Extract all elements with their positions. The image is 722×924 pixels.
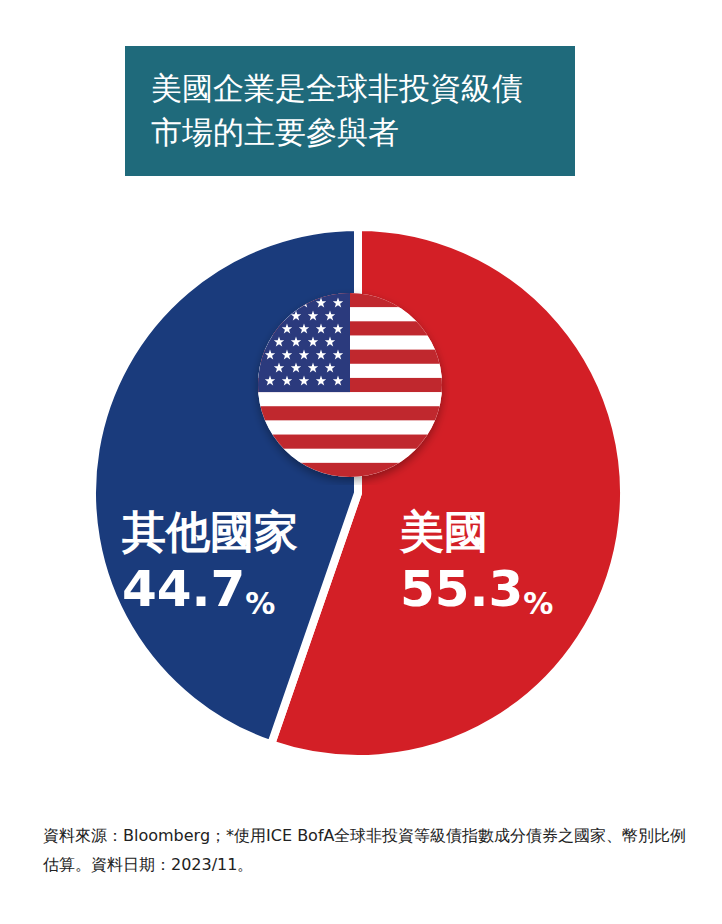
svg-text:資料來源：Bloomberg；*使用ICE BofA全球非投: 資料來源：Bloomberg；*使用ICE BofA全球非投資等級債指數成分債券…	[43, 826, 686, 845]
svg-text:估算。資料日期：2023/11。: 估算。資料日期：2023/11。	[42, 855, 253, 874]
svg-text:美國企業是全球非投資級債: 美國企業是全球非投資級債	[151, 70, 523, 106]
svg-text:55.3: 55.3	[400, 560, 523, 618]
svg-text:市場的主要參與者: 市場的主要參與者	[151, 114, 399, 150]
svg-text:%: %	[245, 586, 275, 621]
svg-text:44.7: 44.7	[122, 560, 245, 618]
svg-text:美國: 美國	[399, 506, 488, 557]
svg-text:%: %	[523, 586, 553, 621]
svg-text:其他國家: 其他國家	[121, 506, 298, 557]
